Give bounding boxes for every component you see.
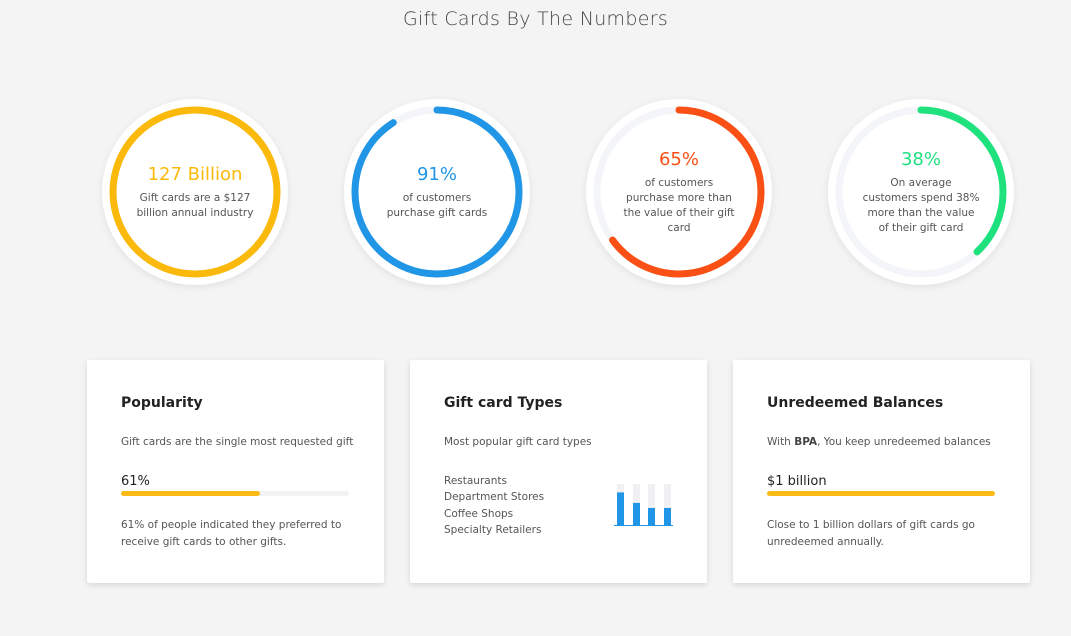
stat-description: of customers purchase gift cards [386,191,488,219]
bar [664,507,671,526]
card-title: Unredeemed Balances [767,395,944,411]
card-note: Close to 1 billion dollars of gift cards… [767,519,975,548]
card-title: Popularity [121,395,203,411]
stat-text: 127 Billion Gift cards are a $127 billion… [102,99,288,285]
ring [109,106,281,278]
stat-circle: 127 Billion Gift cards are a $127 billion… [102,99,288,285]
stat-value: 38% [900,148,941,170]
stat-description: Gift cards are a $127 billion annual ind… [136,191,254,219]
type-item: Department Stores [444,491,545,504]
bar-track [648,484,655,526]
type-item: Coffee Shops [444,507,514,520]
bar-label: 61% [121,474,150,489]
stat-text: 38% On average customers spend 38% more t… [828,99,1014,285]
stat-circle: 91% of customers purchase gift cards [344,99,530,285]
ring-arc [593,106,765,278]
stat-circle: 38% On average customers spend 38% more t… [828,99,1014,285]
bar [648,507,655,526]
unredeemed-card: Unredeemed Balances With BPA, You keep u… [733,360,1030,583]
page-title: Gift Cards By The Numbers [402,8,669,30]
brand: BPA [794,436,818,448]
stat-description: of customers purchase more than the valu… [623,176,735,234]
text: , You keep unredeemed balances [817,436,991,448]
stat-description: On average customers spend 38% more than… [862,176,980,234]
progress-bar [121,491,261,496]
type-item: Specialty Retailers [444,523,542,536]
mini-bar-chart [614,484,673,526]
ring-arc [351,106,523,278]
ring-arc [835,106,1007,278]
card-title: Gift card Types [444,395,563,411]
progress-track [121,491,349,496]
types-card: Gift card Types Most popular gift card t… [410,360,707,583]
type-item: Restaurants [444,475,507,487]
ring [835,106,1007,278]
bar [633,502,640,526]
stat-text: 65% of customers purchase more than the v… [586,99,772,285]
card-subtitle: Most popular gift card types [444,436,592,448]
ring-arc [109,106,281,278]
card-note: 61% of people indicated they preferred t… [121,519,342,548]
types-list: Restaurants Department Stores Coffee Shops… [444,473,544,538]
card-subtitle: Gift cards are the single most requested… [121,436,354,448]
bar-track [664,484,671,526]
stat-text: 91% of customers purchase gift cards [344,99,530,285]
bar [617,492,624,526]
card-subtitle: With BPA, You keep unredeemed balances [767,436,991,448]
progress-bar [767,491,995,496]
popularity-card: Popularity Gift cards are the single mos… [87,360,384,583]
stat-value: 91% [416,163,457,185]
stat-circle: 65% of customers purchase more than the v… [586,99,772,285]
stat-value: 127 Billion [147,163,243,185]
progress-track [767,491,995,496]
ring [351,106,523,278]
ring [593,106,765,278]
stat-value: 65% [658,148,699,170]
text: With [767,436,795,448]
bar-label: $1 billion [767,474,827,489]
